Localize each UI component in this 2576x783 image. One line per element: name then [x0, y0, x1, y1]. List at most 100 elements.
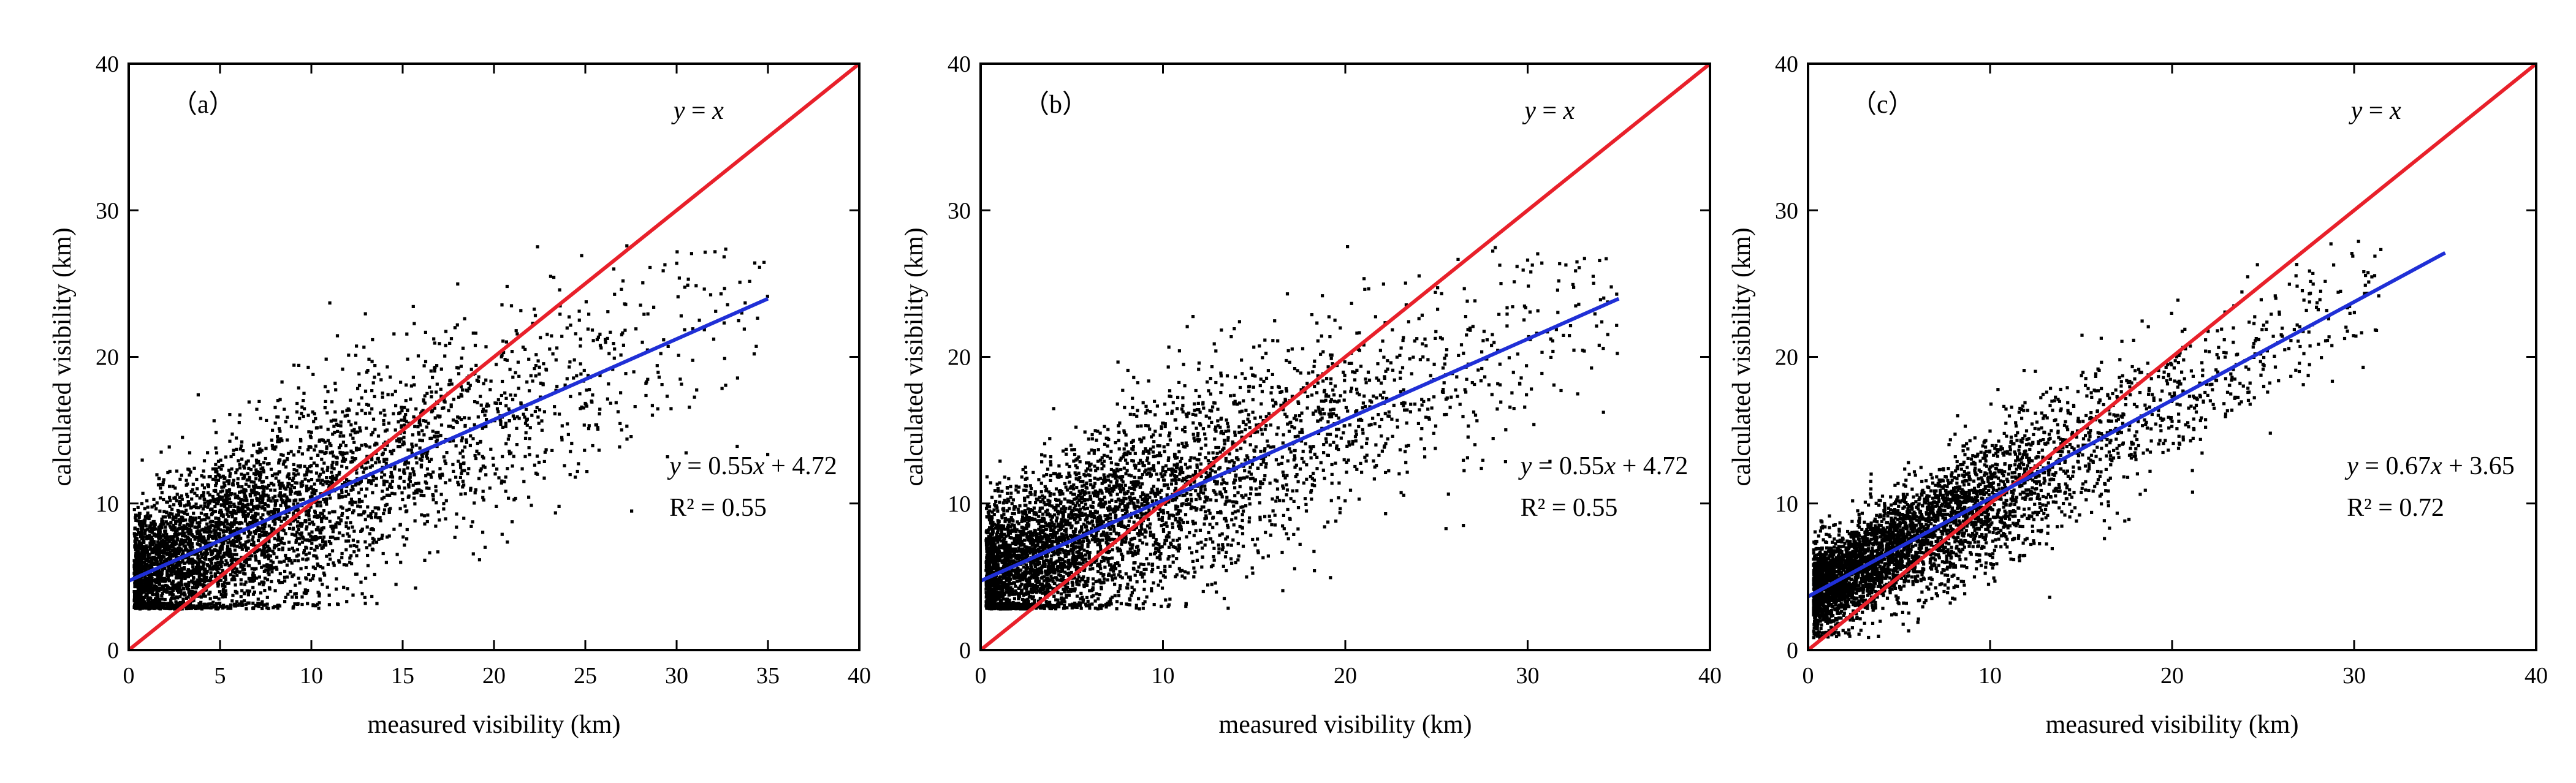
- data-point: [275, 544, 279, 548]
- data-point: [251, 508, 255, 512]
- data-point: [248, 564, 251, 568]
- data-point: [656, 407, 659, 410]
- data-point: [243, 505, 246, 509]
- data-point: [255, 504, 259, 508]
- data-point: [159, 496, 162, 500]
- data-point: [324, 357, 328, 361]
- data-point: [537, 422, 541, 425]
- data-point: [134, 541, 138, 545]
- data-point: [218, 551, 222, 555]
- data-point: [453, 535, 457, 539]
- data-point: [181, 529, 184, 533]
- data-point: [370, 389, 374, 393]
- data-point: [311, 410, 314, 414]
- data-point: [196, 532, 199, 535]
- data-point: [272, 483, 276, 487]
- data-point: [158, 545, 162, 548]
- x-tick-label: 0: [123, 663, 135, 689]
- data-point: [503, 391, 507, 395]
- data-point: [170, 507, 174, 511]
- data-point: [511, 376, 515, 379]
- data-point: [436, 431, 440, 434]
- data-point: [265, 476, 268, 480]
- data-point: [153, 524, 156, 528]
- data-point: [194, 516, 198, 520]
- data-point: [310, 547, 313, 550]
- data-point: [766, 295, 769, 298]
- data-point: [228, 547, 232, 551]
- data-point: [363, 467, 367, 471]
- data-point: [418, 438, 422, 442]
- data-point: [258, 447, 262, 451]
- data-point: [504, 425, 507, 428]
- data-point: [265, 578, 270, 581]
- data-point: [403, 471, 406, 475]
- data-point: [272, 520, 275, 523]
- data-point: [349, 544, 352, 548]
- data-point: [161, 551, 165, 555]
- data-point: [273, 472, 276, 476]
- data-point: [299, 533, 303, 537]
- data-point: [481, 410, 485, 414]
- data-point: [134, 513, 138, 517]
- data-point: [253, 488, 256, 492]
- data-point: [165, 501, 169, 504]
- data-point: [386, 444, 389, 447]
- data-point: [208, 577, 213, 580]
- data-point: [424, 330, 427, 334]
- data-point: [205, 548, 208, 552]
- data-point: [270, 570, 274, 573]
- data-point: [583, 448, 587, 452]
- data-point: [222, 590, 226, 594]
- data-point: [642, 312, 646, 316]
- data-point: [344, 524, 348, 529]
- data-point: [363, 494, 367, 498]
- data-point: [253, 493, 257, 497]
- data-point: [157, 555, 161, 559]
- data-point: [230, 515, 234, 519]
- data-point: [511, 414, 515, 418]
- data-point: [519, 309, 523, 312]
- data-point: [229, 528, 232, 532]
- data-point: [618, 445, 621, 449]
- data-point: [212, 534, 216, 538]
- data-point: [197, 566, 201, 570]
- data-point: [250, 554, 254, 558]
- data-point: [190, 523, 194, 526]
- data-point: [260, 580, 264, 584]
- data-point: [369, 512, 373, 516]
- data-point: [533, 463, 536, 467]
- data-point: [447, 425, 450, 428]
- data-point: [224, 501, 227, 505]
- data-point: [224, 559, 228, 562]
- data-point: [390, 485, 393, 489]
- data-point: [594, 423, 598, 427]
- data-point: [451, 418, 455, 422]
- data-point: [1096, 429, 1100, 433]
- data-point: [454, 444, 458, 448]
- data-point: [246, 472, 249, 475]
- data-point: [572, 358, 576, 362]
- data-point: [742, 327, 746, 331]
- data-point: [443, 459, 447, 463]
- data-point: [317, 601, 321, 605]
- data-point: [154, 543, 158, 547]
- data-point: [344, 458, 348, 461]
- data-point: [294, 592, 298, 596]
- data-point: [1312, 471, 1315, 475]
- data-point: [265, 486, 269, 490]
- data-point: [1578, 266, 1581, 270]
- data-point: [319, 481, 323, 485]
- data-point: [171, 517, 175, 521]
- data-point: [379, 519, 382, 523]
- data-point: [239, 527, 243, 531]
- data-point: [321, 450, 324, 454]
- data-point: [273, 421, 277, 425]
- data-point: [163, 597, 167, 602]
- data-point: [423, 558, 427, 562]
- data-point: [504, 490, 507, 493]
- data-point: [322, 461, 326, 465]
- data-point: [330, 479, 334, 483]
- data-point: [277, 535, 281, 539]
- data-point: [146, 564, 150, 568]
